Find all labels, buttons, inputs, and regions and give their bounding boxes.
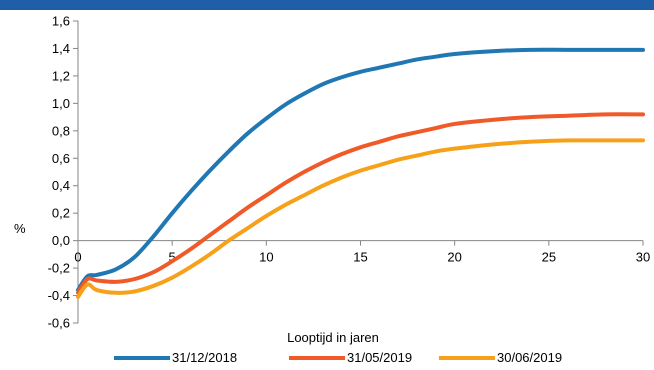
legend-label-3: 30/06/2019	[497, 350, 562, 365]
x-axis-label: Looptijd in jaren	[287, 330, 379, 345]
y-tick-label: -0,4	[48, 288, 70, 303]
legend-label-1: 31/12/2018	[172, 350, 237, 365]
y-tick-label: 1,4	[52, 41, 70, 56]
legend: 31/12/2018 31/05/2019 30/06/2019	[114, 350, 562, 365]
x-tick-label: 25	[542, 250, 556, 265]
x-tick-label: 30	[636, 250, 650, 265]
series-line-2	[76, 112, 645, 295]
series-layer	[76, 47, 645, 299]
y-tick-label: 0,4	[52, 178, 70, 193]
x-tick-label: 15	[353, 250, 367, 265]
y-tick-label: 0,8	[52, 123, 70, 138]
x-tick-label: 5	[169, 250, 176, 265]
y-axis-label: %	[14, 221, 26, 236]
y-tick-label: 0,0	[52, 233, 70, 248]
y-tick-label: -0,6	[48, 316, 70, 331]
x-tick-label: 10	[259, 250, 273, 265]
x-tick-label: 0	[74, 250, 81, 265]
y-tick-label: 1,0	[52, 96, 70, 111]
legend-label-2: 31/05/2019	[347, 350, 412, 365]
y-tick-label: 0,6	[52, 151, 70, 166]
y-tick-label: 1,2	[52, 68, 70, 83]
axes: -0,6 -0,4 -0,2 0,0 0,2 0,4 0,6 0,8 1,0 1,2 1,4 1,6 0…	[48, 14, 651, 331]
y-tick-label: 0,2	[52, 206, 70, 221]
chart-title-bar	[0, 0, 654, 10]
x-tick-label: 20	[447, 250, 461, 265]
y-tick-label: -0,2	[48, 261, 70, 276]
series-line-3	[76, 138, 645, 299]
y-tick-label: 1,6	[52, 14, 70, 29]
series-line-1	[76, 47, 645, 293]
